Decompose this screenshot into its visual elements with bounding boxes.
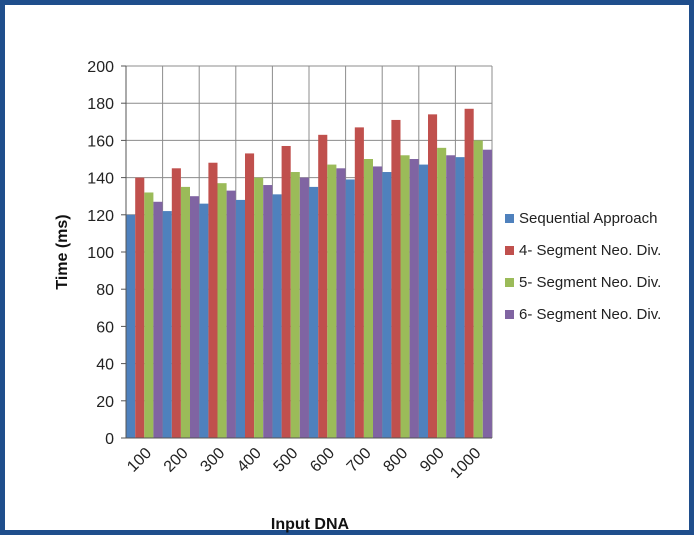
bar: [263, 185, 273, 438]
x-tick-label: 200: [161, 445, 192, 476]
bar: [199, 203, 209, 438]
x-tick-label: 400: [234, 445, 265, 476]
legend-label: Sequential Approach: [519, 210, 657, 227]
bar: [391, 119, 401, 438]
x-tick-label: 600: [307, 445, 338, 476]
bar: [418, 164, 428, 438]
bars: [126, 108, 492, 439]
x-tick-labels: 100 200 300 400 500 600 700 800 900 1000: [124, 445, 484, 482]
bar: [428, 114, 438, 439]
bar: [400, 155, 410, 438]
bar: [382, 172, 392, 438]
bar: [473, 140, 483, 438]
bar: [336, 168, 346, 439]
bar: [126, 214, 136, 438]
y-tick-label: 160: [87, 133, 114, 150]
x-tick-label: 900: [417, 445, 448, 476]
bar: [318, 134, 328, 438]
x-tick-label: 300: [197, 445, 228, 476]
bar: [455, 157, 465, 438]
y-tick-label: 20: [96, 394, 114, 411]
bar: [409, 159, 419, 438]
bar: [309, 186, 319, 438]
legend-swatch: [505, 214, 514, 223]
x-tick-label: 100: [124, 445, 155, 476]
legend-swatch: [505, 246, 514, 255]
y-tick-label: 80: [96, 282, 114, 299]
bar: [299, 177, 309, 438]
bar: [180, 186, 190, 438]
bar: [482, 149, 492, 438]
bar: [235, 199, 245, 438]
y-tick-label: 200: [87, 59, 114, 76]
bar: [290, 172, 300, 438]
legend-swatch: [505, 278, 514, 287]
bar: [254, 177, 264, 438]
x-axis-title: Input DNA: [271, 516, 350, 533]
bar: [135, 177, 145, 438]
y-axis-title: Time (ms): [54, 214, 71, 289]
bar: [345, 179, 355, 438]
bar: [208, 162, 218, 438]
y-tick-label: 120: [87, 208, 114, 225]
x-tick-label: 800: [380, 445, 411, 476]
legend-label: 5- Segment Neo. Div.: [519, 274, 661, 291]
x-tick-label: 500: [271, 445, 302, 476]
bar: [144, 192, 154, 438]
x-tick-label: 700: [344, 445, 375, 476]
y-tick-label: 60: [96, 319, 114, 336]
y-tick-label: 100: [87, 245, 114, 262]
bar: [272, 194, 282, 438]
bar: [363, 159, 373, 438]
bar: [171, 168, 181, 439]
bar: [245, 153, 255, 439]
bar: [446, 155, 456, 438]
bar: [281, 145, 291, 439]
x-tick-label: 1000: [447, 445, 484, 482]
axes: [121, 65, 492, 439]
bar: [464, 108, 474, 438]
y-tick-label: 180: [87, 96, 114, 113]
bar: [327, 164, 337, 438]
bar: [354, 127, 364, 438]
legend-label: 6- Segment Neo. Div.: [519, 306, 661, 323]
bar: [226, 190, 236, 438]
y-tick-label: 40: [96, 357, 114, 374]
bar: [153, 201, 163, 438]
y-tick-label: 0: [105, 431, 114, 448]
y-tick-label: 140: [87, 171, 114, 188]
legend: Sequential Approach 4- Segment Neo. Div. 5…: [505, 210, 661, 323]
bar: [162, 211, 172, 438]
legend-label: 4- Segment Neo. Div.: [519, 242, 661, 259]
bar: [373, 166, 383, 438]
bar: [217, 183, 227, 438]
legend-swatch: [505, 310, 514, 319]
y-tick-labels: 0 20 40 60 80 100 120 140 160 180 200: [87, 59, 114, 448]
bar: [190, 196, 200, 438]
bar: [437, 147, 447, 438]
